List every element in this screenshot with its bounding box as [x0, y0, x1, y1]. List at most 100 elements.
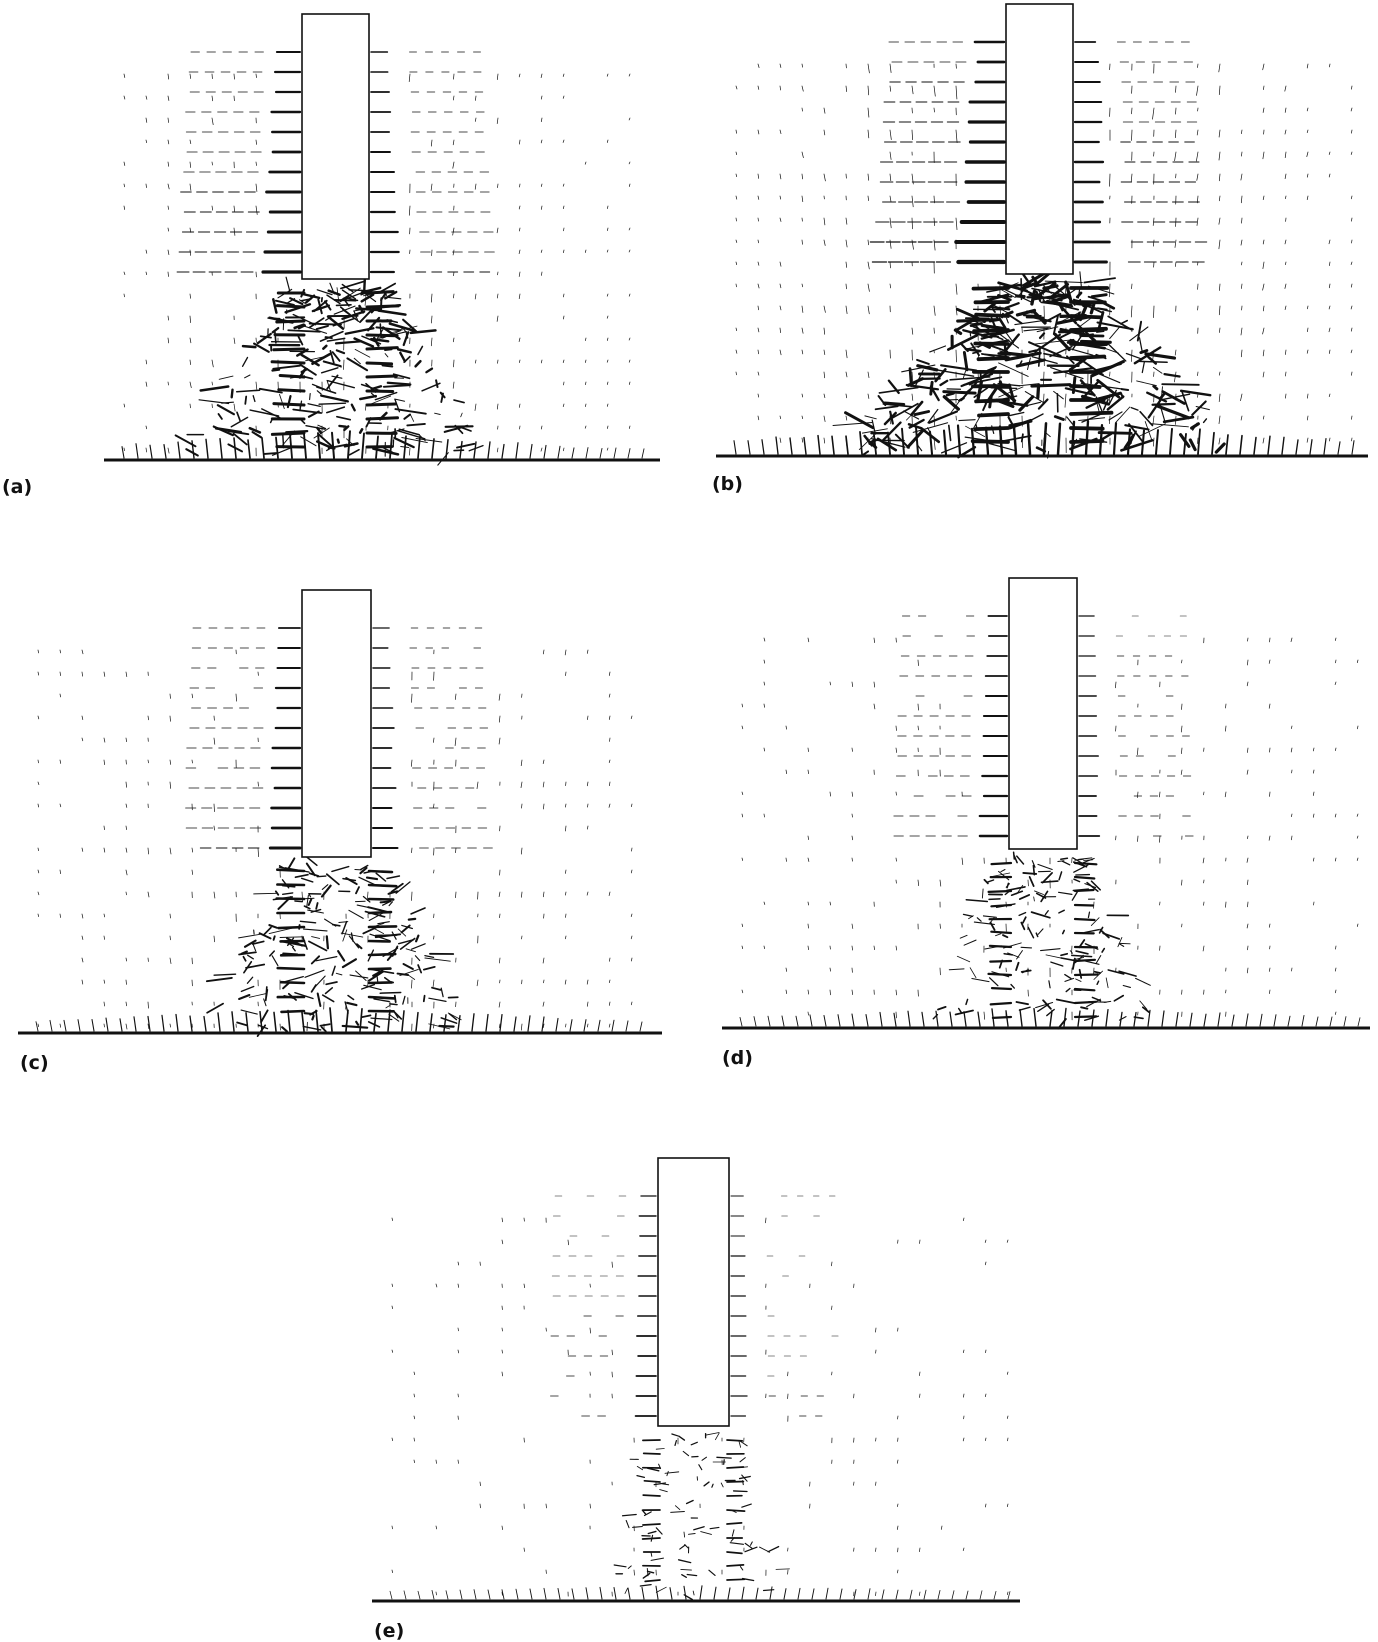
velocity-vector [789, 437, 793, 455]
velocity-vector [527, 1015, 531, 1032]
velocity-vector [456, 442, 476, 449]
velocity-vector [386, 875, 401, 880]
velocity-vector [1090, 293, 1108, 299]
velocity-vector [871, 419, 877, 435]
velocity-vector [889, 239, 892, 249]
velocity-vector [1224, 791, 1227, 798]
velocity-vector [1285, 195, 1287, 200]
velocity-vector [1284, 129, 1287, 135]
velocity-vector [245, 1012, 249, 1032]
velocity-vector [726, 1439, 744, 1442]
velocity-vector [198, 399, 230, 405]
velocity-vector [1070, 420, 1076, 456]
velocity-vector [571, 1588, 575, 1600]
velocity-vector [331, 351, 341, 362]
velocity-vector [726, 1564, 745, 1567]
velocity-vector [457, 1349, 460, 1354]
velocity-vector [893, 1012, 897, 1027]
velocity-vector [1290, 637, 1293, 643]
velocity-vector [379, 991, 402, 994]
velocity-vector [998, 425, 1004, 456]
velocity-vector [881, 1589, 885, 1600]
velocity-vector [1240, 327, 1243, 336]
velocity-vector [823, 129, 826, 136]
velocity-vector [1006, 886, 1026, 892]
velocity-vector [1218, 129, 1221, 138]
velocity-vector [501, 1589, 505, 1600]
velocity-vector [801, 151, 804, 159]
velocity-vector [1174, 151, 1177, 162]
velocity-vector [336, 415, 352, 421]
velocity-vector [235, 389, 261, 393]
velocity-vector [217, 413, 223, 420]
velocity-vector [873, 703, 876, 710]
velocity-vector [515, 1588, 519, 1600]
velocity-vector [105, 1017, 109, 1032]
velocity-vector [1133, 346, 1162, 365]
velocity-vector [962, 1349, 965, 1354]
velocity-vector [1285, 349, 1287, 355]
velocity-vector [123, 271, 126, 276]
velocity-vector [763, 637, 766, 642]
velocity-vector [987, 889, 1013, 894]
velocity-vector [990, 861, 1013, 866]
velocity-vector [384, 290, 398, 300]
velocity-vector [565, 913, 567, 918]
velocity-vector [608, 715, 611, 720]
velocity-vector [781, 1015, 785, 1027]
velocity-vector [331, 865, 350, 873]
velocity-vector [851, 923, 854, 929]
velocity-vector [685, 1499, 694, 1505]
velocity-vector [682, 1450, 690, 1457]
velocity-vector [452, 337, 455, 343]
velocity-vector [807, 945, 809, 951]
velocity-vector [37, 1023, 40, 1027]
velocity-vector [1163, 372, 1181, 378]
velocity-vector [360, 293, 375, 303]
velocity-vector [1124, 326, 1131, 330]
velocity-vector [523, 1283, 526, 1289]
velocity-vector [1041, 872, 1053, 884]
velocity-vector [1006, 1415, 1009, 1419]
velocity-vector [608, 1023, 611, 1028]
velocity-vector [1073, 864, 1089, 873]
velocity-vector [1006, 317, 1009, 324]
velocity-vector [671, 1433, 679, 1437]
velocity-vector [169, 781, 172, 789]
velocity-vector [145, 425, 148, 430]
velocity-vector [363, 278, 366, 291]
velocity-vector [35, 1021, 39, 1032]
velocity-vector [281, 892, 294, 896]
velocity-vector [277, 925, 306, 930]
velocity-vector [362, 895, 371, 903]
velocity-vector [206, 1002, 224, 1014]
velocity-vector [611, 1349, 613, 1356]
velocity-vector [919, 1371, 921, 1376]
velocity-vector [735, 283, 737, 288]
velocity-vector [1269, 637, 1271, 643]
velocity-vector [327, 443, 348, 450]
velocity-vector [801, 239, 803, 245]
velocity-vector [63, 1019, 67, 1032]
velocity-vector [1351, 239, 1353, 244]
velocity-vector [981, 353, 1008, 358]
velocity-vector [735, 217, 737, 222]
velocity-vector [693, 1526, 705, 1531]
velocity-vector [1197, 428, 1201, 455]
velocity-vector [167, 447, 170, 454]
velocity-vector [311, 383, 327, 391]
velocity-vector [1053, 390, 1064, 400]
velocity-vector [1058, 909, 1065, 914]
velocity-vector [1196, 173, 1199, 181]
velocity-vector [81, 935, 84, 940]
velocity-vector [911, 173, 914, 185]
velocity-vector [396, 348, 412, 354]
velocity-vector [631, 803, 633, 808]
velocity-vector [431, 438, 435, 459]
velocity-vector [455, 891, 457, 899]
velocity-vector [1023, 327, 1049, 332]
velocity-vector [316, 289, 333, 296]
velocity-vector [322, 360, 342, 368]
velocity-vector [298, 299, 306, 304]
velocity-vector [1118, 970, 1137, 977]
